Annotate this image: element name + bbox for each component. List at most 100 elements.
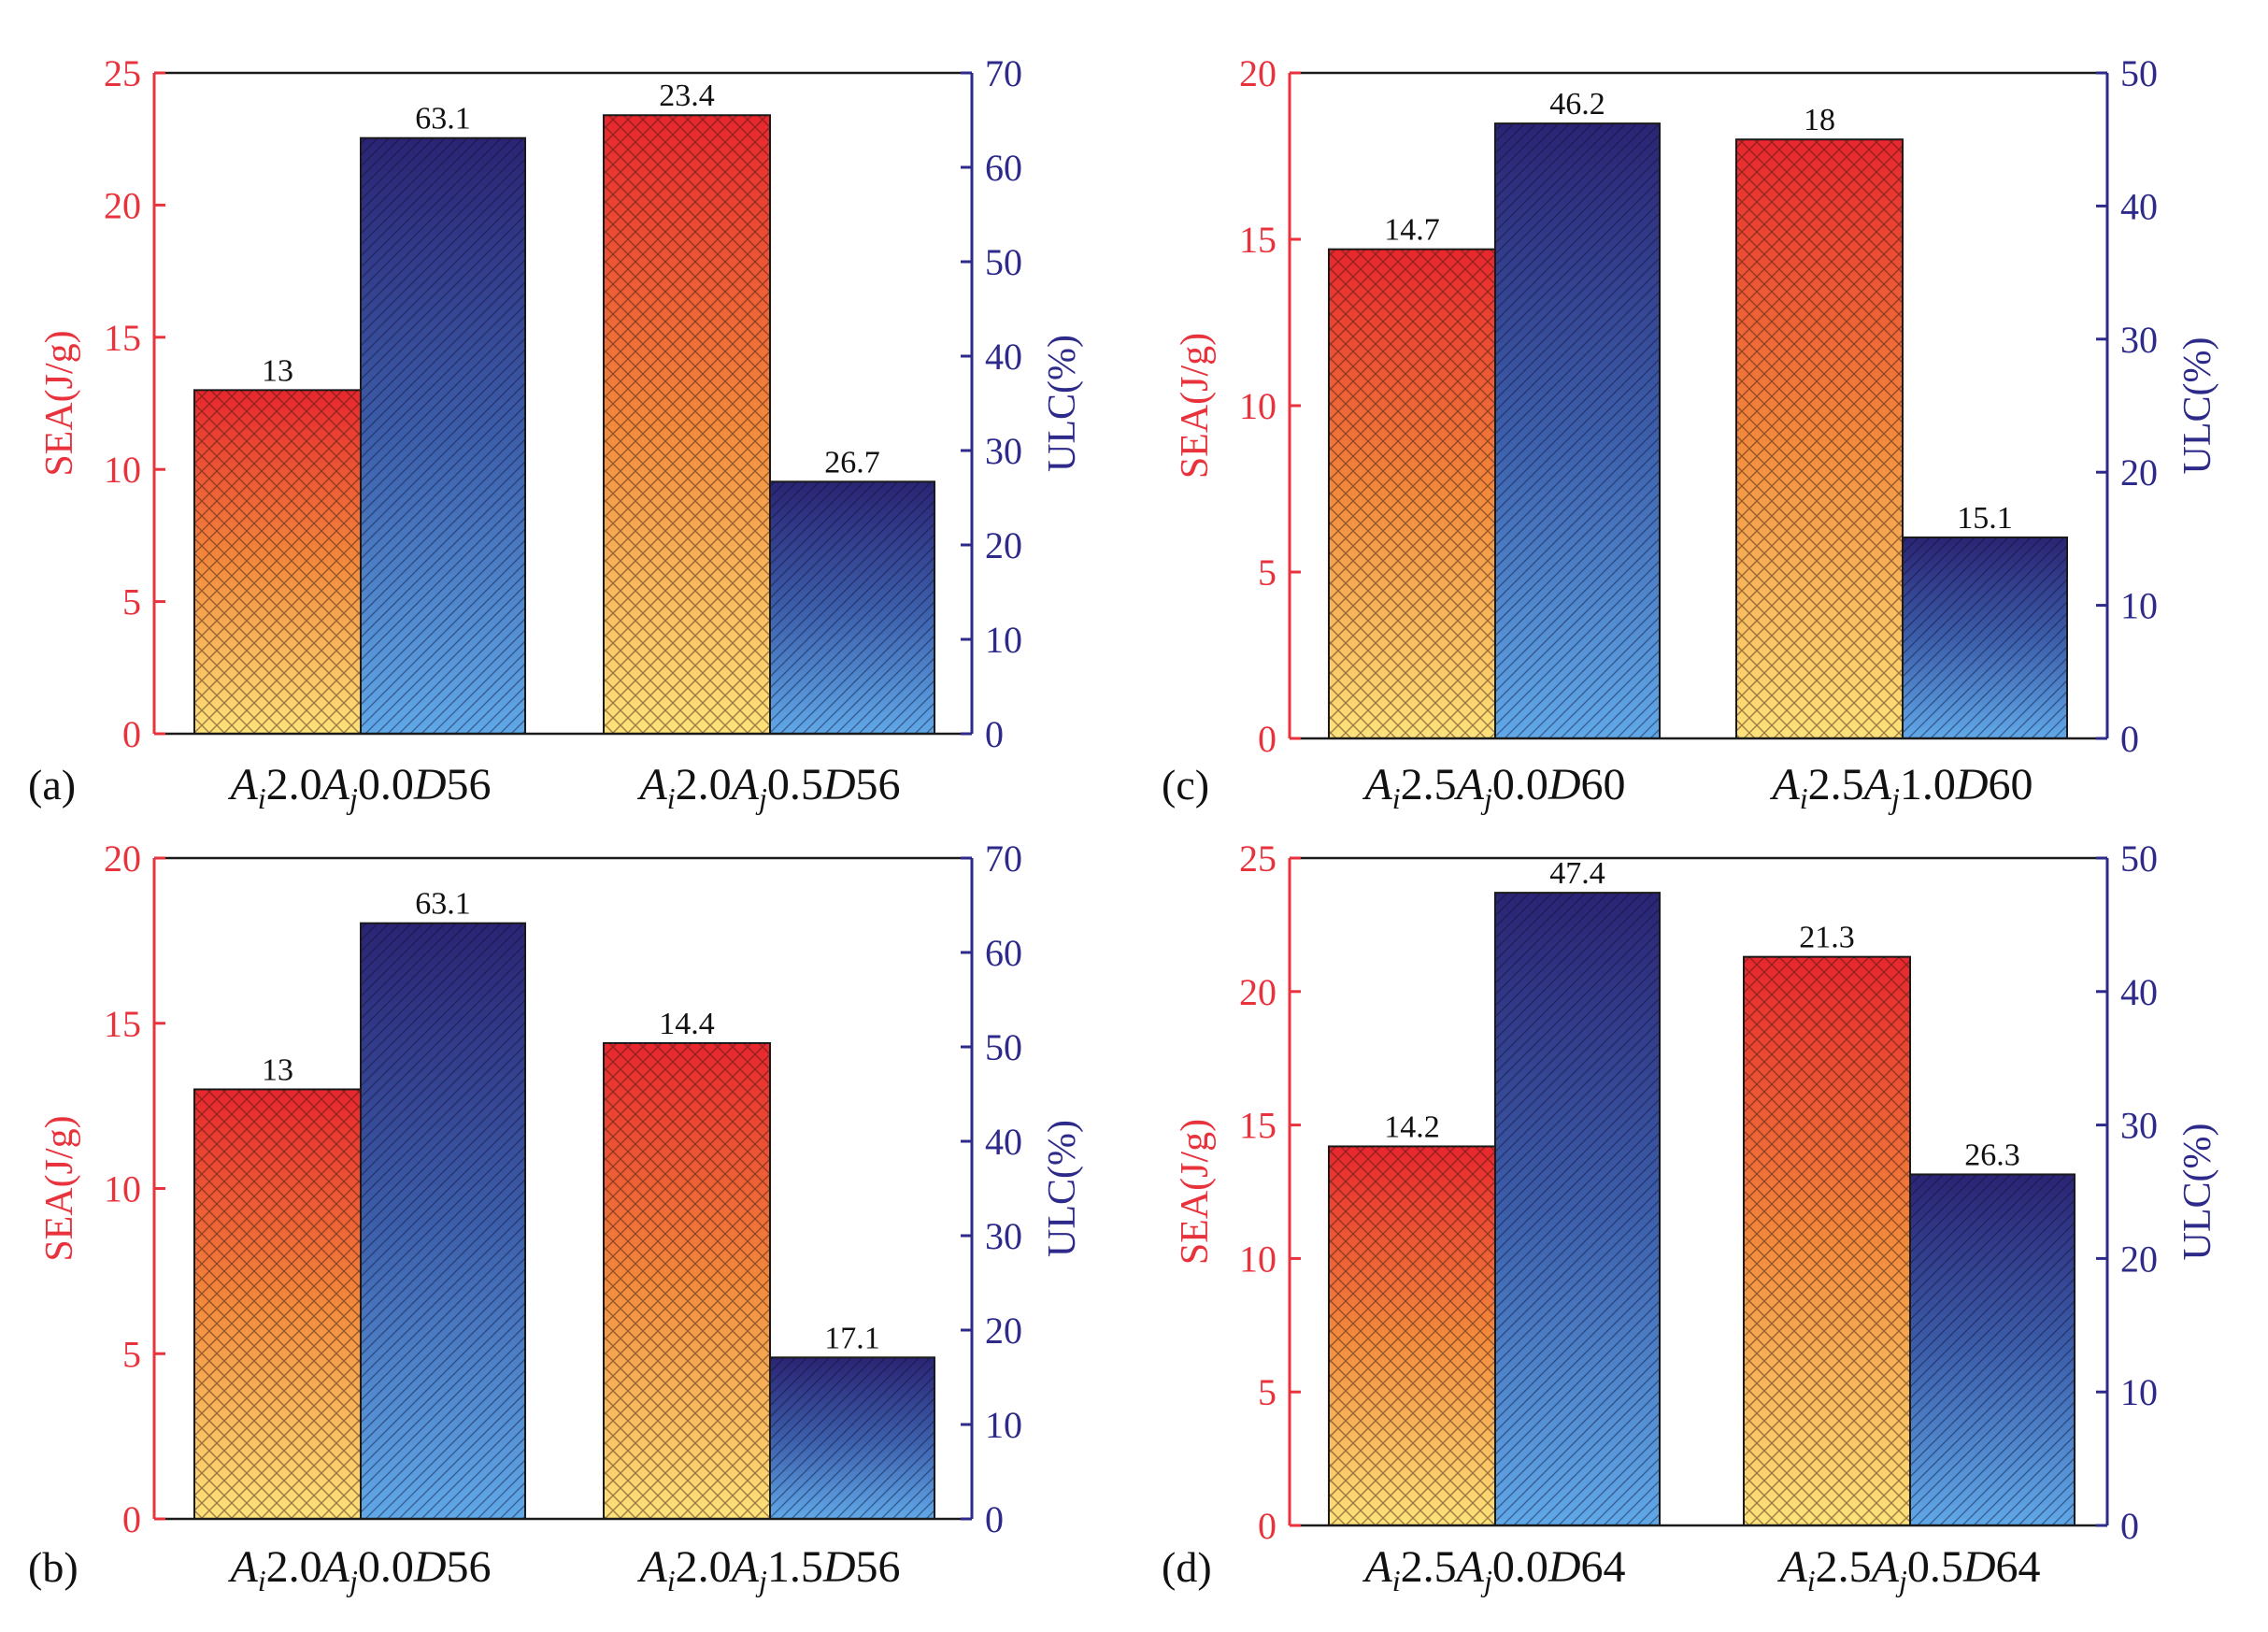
y-tick-label-right: 20 (985, 524, 1022, 566)
bar-group-1: 21.3 26.3 (1743, 921, 2075, 1527)
data-label-ulc: 63.1 (415, 102, 471, 136)
bar-sea-hatch (1743, 955, 1911, 1526)
y-tick-label-right: 50 (985, 1026, 1022, 1068)
y-tick-label-left: 5 (1258, 551, 1277, 594)
y-tick-label-left: 20 (104, 837, 141, 880)
data-label-ulc: 26.3 (1964, 1138, 2020, 1172)
bar-group-0: 13 63.1 (193, 102, 526, 735)
bar-sea-hatch (193, 1088, 362, 1520)
data-label-ulc: 46.2 (1549, 87, 1605, 122)
y-tick-label-left: 5 (122, 581, 141, 623)
y-axis-title-right: ULC(%) (1041, 1120, 1084, 1257)
y-tick-label-left: 15 (1239, 219, 1277, 261)
bar-group-1: 18 15.1 (1735, 103, 2068, 740)
y-tick-label-right: 10 (985, 619, 1022, 661)
y-tick-label-left: 20 (1239, 971, 1277, 1013)
data-label-sea: 14.4 (659, 1007, 715, 1041)
y-tick-label-left: 10 (1239, 385, 1277, 427)
y-tick-label-right: 30 (2120, 1105, 2158, 1147)
y-axis-title-left: SEA(J/g) (38, 1115, 81, 1261)
y-tick-label-right: 50 (2120, 837, 2158, 880)
y-tick-label-left: 20 (1239, 52, 1277, 94)
bar-group-0: 14.2 47.4 (1328, 856, 1661, 1526)
y-tick-label-right: 0 (985, 713, 1004, 755)
data-label-sea: 14.7 (1384, 213, 1440, 248)
y-tick-label-left: 0 (1258, 718, 1277, 760)
bar-ulc-hatch (360, 922, 526, 1520)
y-tick-label-right: 60 (985, 932, 1022, 974)
bar-sea-hatch (603, 1041, 771, 1520)
y-tick-label-right: 30 (2120, 319, 2158, 361)
bar-ulc-hatch (1909, 1173, 2075, 1527)
x-tick-label: Ai2.5Aj0.0D60 (1362, 760, 1625, 815)
y-tick-label-right: 40 (2120, 971, 2158, 1013)
bar-group-1: 23.4 26.7 (603, 79, 935, 736)
y-tick-label-right: 10 (985, 1404, 1022, 1446)
y-tick-label-left: 10 (104, 449, 141, 491)
x-tick-label: Ai2.0Aj0.5D56 (636, 760, 900, 815)
y-tick-label-left: 10 (104, 1168, 141, 1210)
y-tick-label-left: 0 (1258, 1505, 1277, 1547)
data-label-ulc: 63.1 (415, 887, 471, 922)
y-tick-label-right: 20 (2120, 451, 2158, 494)
y-tick-label-right: 60 (985, 147, 1022, 189)
y-tick-label-left: 15 (104, 1003, 141, 1045)
y-tick-label-left: 15 (1239, 1105, 1277, 1147)
y-tick-label-right: 40 (985, 336, 1022, 378)
y-tick-label-left: 5 (122, 1333, 141, 1375)
y-tick-label-left: 5 (1258, 1371, 1277, 1413)
x-tick-label: Ai2.0Aj1.5D56 (636, 1542, 900, 1597)
y-tick-label-right: 0 (2120, 718, 2139, 760)
y-tick-label-right: 50 (985, 241, 1022, 283)
y-tick-label-right: 70 (985, 837, 1022, 880)
y-axis-title-right: ULC(%) (2176, 337, 2219, 475)
y-tick-label-left: 25 (1239, 837, 1277, 880)
bar-sea-hatch (1328, 248, 1496, 739)
x-tick-label: Ai2.0Aj0.0D56 (227, 760, 491, 815)
bar-ulc-hatch (1494, 122, 1661, 739)
panel-label: (d) (1162, 1543, 1212, 1591)
y-axis-title-right: ULC(%) (2176, 1124, 2219, 1261)
y-tick-label-left: 0 (122, 1498, 141, 1540)
bar-group-0: 13 63.1 (193, 887, 526, 1520)
bar-group-0: 14.7 46.2 (1328, 87, 1661, 739)
bar-ulc-hatch (769, 1356, 935, 1521)
y-axis-title-left: SEA(J/g) (1174, 1119, 1217, 1265)
panel-label: (c) (1162, 761, 1209, 809)
chart-panel-a: 13 63.1 Ai2.0Aj0.0D56 23.4 26.7 Ai2.0Aj0.5D56… (28, 52, 1084, 815)
data-label-sea: 21.3 (1799, 921, 1855, 955)
data-label-sea: 13 (262, 353, 293, 388)
x-tick-label: Ai2.5Aj0.0D64 (1362, 1542, 1625, 1597)
data-label-sea: 18 (1804, 103, 1835, 137)
y-tick-label-right: 20 (985, 1310, 1022, 1352)
y-tick-label-right: 70 (985, 52, 1022, 94)
data-label-ulc: 47.4 (1549, 856, 1605, 891)
data-label-sea: 23.4 (659, 79, 715, 113)
bar-sea-hatch (1735, 138, 1904, 739)
data-label-sea: 14.2 (1384, 1109, 1440, 1144)
y-tick-label-right: 20 (2120, 1238, 2158, 1280)
y-tick-label-right: 0 (985, 1498, 1004, 1540)
bar-sea-hatch (193, 389, 362, 735)
data-label-ulc: 17.1 (824, 1321, 880, 1355)
data-label-ulc: 26.7 (824, 445, 880, 480)
y-tick-label-left: 10 (1239, 1238, 1277, 1280)
y-tick-label-right: 50 (2120, 52, 2158, 94)
y-tick-label-left: 15 (104, 317, 141, 359)
bar-group-1: 14.4 17.1 (603, 1007, 935, 1521)
panel-label: (a) (28, 761, 76, 809)
y-tick-label-left: 0 (122, 713, 141, 755)
y-axis-title-left: SEA(J/g) (1174, 333, 1217, 479)
y-tick-label-left: 25 (104, 52, 141, 94)
bar-ulc-hatch (360, 136, 526, 735)
y-axis-title-left: SEA(J/g) (38, 330, 81, 476)
panel-label: (b) (28, 1543, 78, 1591)
y-tick-label-right: 10 (2120, 585, 2158, 627)
y-tick-label-right: 30 (985, 430, 1022, 472)
data-label-sea: 13 (262, 1052, 293, 1087)
bar-ulc-hatch (769, 480, 935, 736)
bar-ulc-hatch (1902, 536, 2068, 740)
y-tick-label-right: 10 (2120, 1371, 2158, 1413)
bar-ulc-hatch (1494, 892, 1661, 1526)
x-tick-label: Ai2.0Aj0.0D56 (227, 1542, 491, 1597)
